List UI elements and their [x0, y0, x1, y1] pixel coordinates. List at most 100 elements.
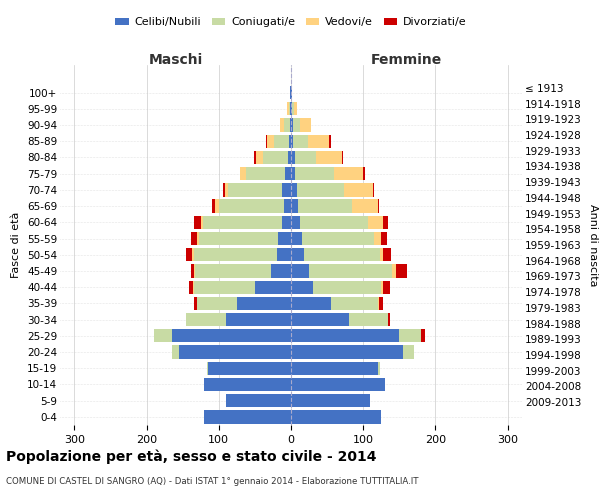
Bar [205, 378, 291, 391]
Bar [283, 183, 291, 196]
Bar [194, 296, 197, 310]
Bar [263, 151, 288, 164]
Bar [334, 167, 363, 180]
Legend: Celibi/Nubili, Coniugati/e, Vedovi/e, Divorziati/e: Celibi/Nubili, Coniugati/e, Vedovi/e, Di… [111, 13, 471, 32]
Y-axis label: Anni di nascita: Anni di nascita [588, 204, 598, 286]
Bar [255, 280, 291, 294]
Bar [172, 329, 291, 342]
Bar [195, 264, 271, 278]
Bar [287, 102, 289, 116]
Bar [374, 232, 381, 245]
Bar [291, 248, 304, 262]
Bar [219, 200, 284, 212]
Bar [304, 248, 380, 262]
Bar [352, 200, 377, 212]
Bar [291, 86, 292, 99]
Bar [194, 264, 195, 278]
Bar [290, 102, 291, 116]
Bar [373, 183, 374, 196]
Bar [291, 296, 331, 310]
Bar [197, 232, 199, 245]
Bar [291, 362, 377, 375]
Bar [291, 264, 309, 278]
Bar [291, 216, 299, 229]
Bar [215, 200, 219, 212]
Bar [377, 362, 380, 375]
Bar [226, 313, 291, 326]
Bar [194, 216, 202, 229]
Bar [381, 232, 387, 245]
Bar [189, 280, 193, 294]
Bar [283, 216, 291, 229]
Bar [280, 118, 284, 132]
Bar [208, 362, 291, 375]
Bar [293, 134, 308, 148]
Bar [381, 280, 383, 294]
Bar [267, 134, 274, 148]
Bar [192, 248, 194, 262]
Bar [226, 394, 291, 407]
Bar [403, 346, 414, 358]
Bar [299, 216, 368, 229]
Bar [205, 410, 291, 424]
Bar [377, 296, 379, 310]
Bar [245, 167, 285, 180]
Bar [289, 102, 290, 116]
Bar [383, 280, 390, 294]
Bar [289, 134, 291, 148]
Bar [291, 134, 293, 148]
Bar [206, 362, 208, 375]
Bar [284, 118, 290, 132]
Bar [295, 151, 316, 164]
Bar [316, 151, 341, 164]
Bar [363, 167, 365, 180]
Bar [392, 264, 395, 278]
Bar [237, 296, 291, 310]
Bar [285, 167, 291, 180]
Text: COMUNE DI CASTEL DI SANGRO (AQ) - Dati ISTAT 1° gennaio 2014 - Elaborazione TUTT: COMUNE DI CASTEL DI SANGRO (AQ) - Dati I… [6, 478, 419, 486]
Bar [284, 200, 291, 212]
Bar [212, 200, 215, 212]
Bar [380, 248, 383, 262]
Bar [341, 151, 343, 164]
Bar [421, 329, 425, 342]
Bar [344, 183, 373, 196]
Bar [179, 346, 291, 358]
Text: Maschi: Maschi [148, 54, 203, 68]
Bar [368, 216, 383, 229]
Bar [293, 118, 301, 132]
Bar [383, 248, 391, 262]
Bar [329, 134, 331, 148]
Bar [302, 232, 374, 245]
Bar [194, 280, 255, 294]
Bar [291, 378, 385, 391]
Bar [203, 216, 283, 229]
Bar [271, 264, 291, 278]
Bar [291, 329, 399, 342]
Bar [290, 118, 291, 132]
Bar [377, 200, 379, 212]
Bar [395, 264, 407, 278]
Bar [193, 280, 194, 294]
Bar [277, 248, 291, 262]
Bar [191, 232, 197, 245]
Bar [291, 200, 298, 212]
Bar [297, 183, 344, 196]
Bar [308, 134, 329, 148]
Bar [291, 394, 370, 407]
Bar [291, 346, 403, 358]
Bar [313, 280, 381, 294]
Bar [349, 313, 388, 326]
Bar [256, 151, 263, 164]
Bar [228, 183, 283, 196]
Bar [294, 102, 298, 116]
Bar [154, 329, 172, 342]
Bar [383, 216, 388, 229]
Bar [291, 410, 381, 424]
Bar [290, 86, 291, 99]
Y-axis label: Fasce di età: Fasce di età [11, 212, 22, 278]
Bar [291, 118, 293, 132]
Bar [202, 216, 203, 229]
Bar [187, 248, 192, 262]
Bar [197, 296, 237, 310]
